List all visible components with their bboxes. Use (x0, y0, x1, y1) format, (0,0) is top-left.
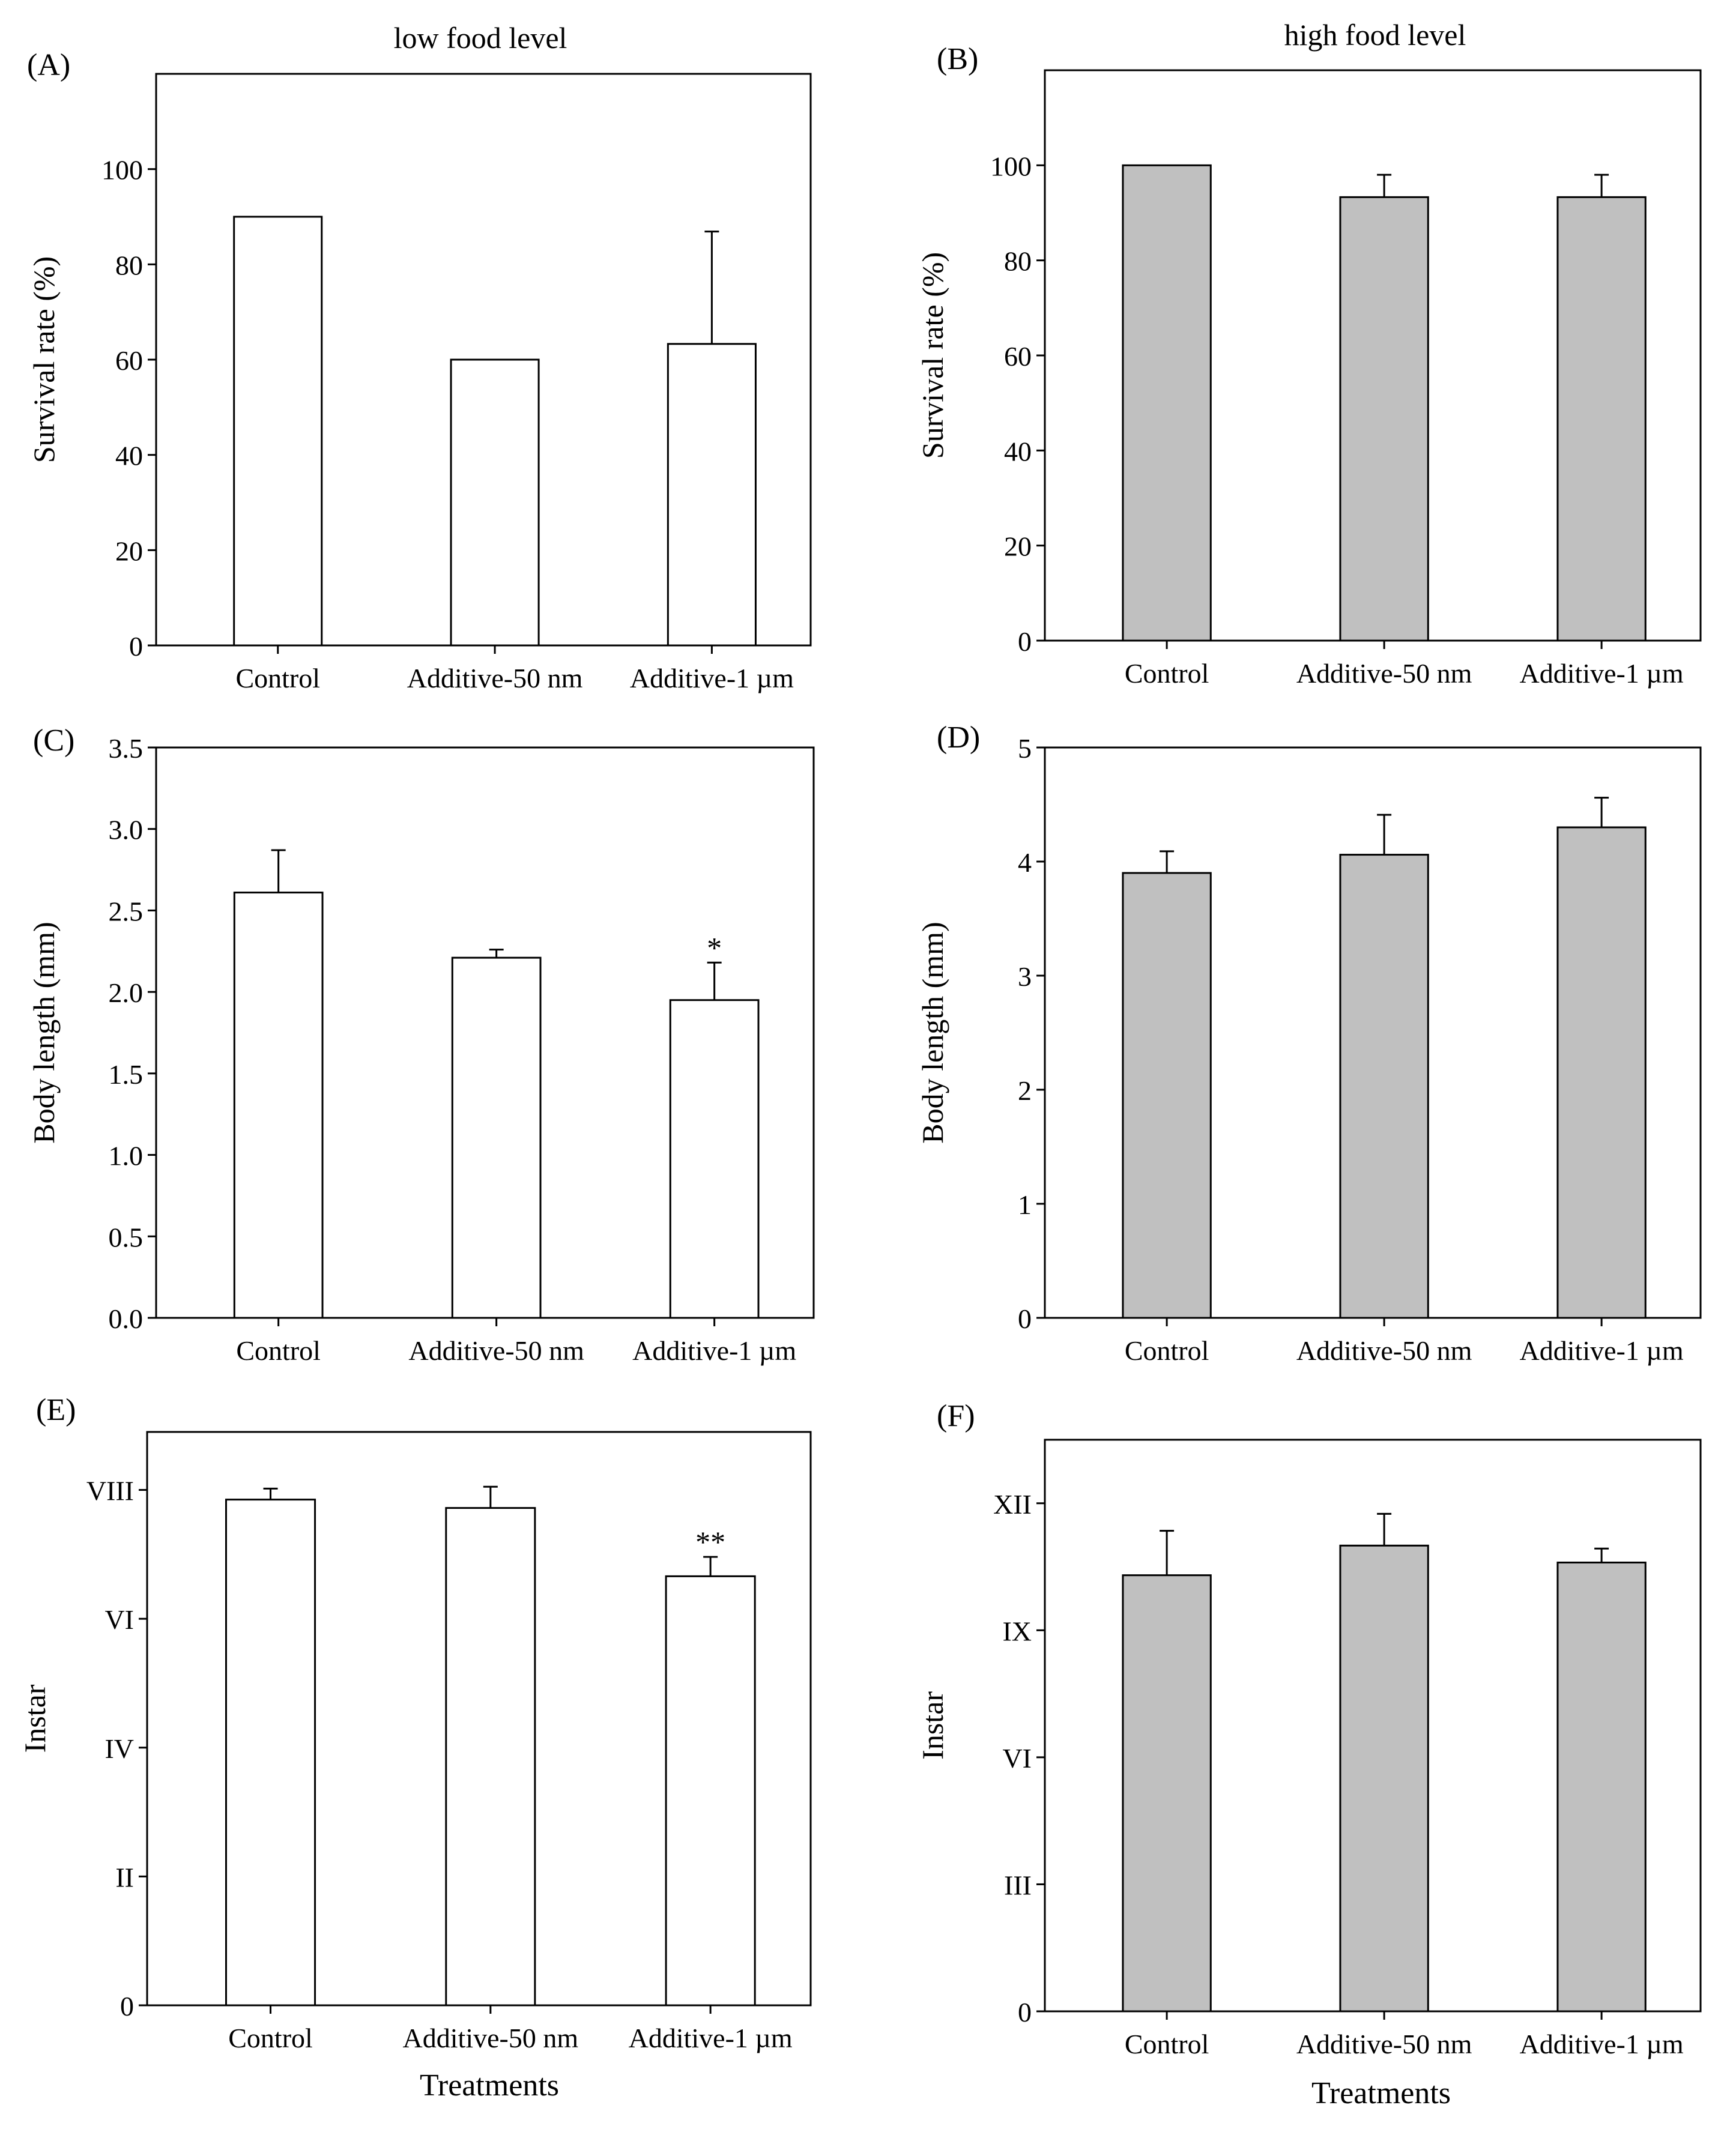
bar (1122, 872, 1212, 1319)
y-tick-label: 4 (1018, 847, 1032, 878)
x-tick-label: Additive-50 nm (403, 2023, 579, 2053)
bar (1339, 854, 1429, 1319)
y-tick-label: 2 (1018, 1075, 1032, 1106)
y-axis-label: Body length (mm) (27, 922, 61, 1143)
x-axis-title-right: Treatments (1311, 2076, 1451, 2110)
panel-label: (C) (33, 723, 74, 758)
bar (1122, 1574, 1212, 2013)
significance-mark: ** (695, 1525, 725, 1559)
x-tick-label: Additive-50 nm (408, 1335, 584, 1366)
y-tick-label: 60 (115, 345, 143, 376)
bar (667, 343, 757, 647)
y-tick-label: 0 (129, 631, 143, 662)
bar (1556, 826, 1647, 1319)
bar (233, 216, 323, 647)
x-tick-label: Additive-1 µm (1520, 1335, 1684, 1366)
y-tick-label: IX (1002, 1616, 1032, 1646)
x-tick-label: Additive-50 nm (1296, 1335, 1472, 1366)
y-axis-label: Instar (916, 1691, 949, 1760)
y-tick-label: 60 (1004, 341, 1032, 372)
x-tick-label: Control (228, 2023, 313, 2053)
bar (665, 1575, 756, 2007)
x-tick-label: Control (1125, 1335, 1209, 1366)
x-tick-label: Control (1125, 2029, 1209, 2059)
chart-panel: (F) 0 III VI IX XII Instar Control Additive-50 n… (916, 1399, 1702, 2059)
bar (451, 956, 542, 1319)
bar (445, 1507, 536, 2007)
bar (1339, 1544, 1429, 2013)
x-tick-label: Control (236, 1335, 321, 1366)
y-tick-label: II (115, 1862, 134, 1892)
y-tick-label: 2.0 (109, 977, 144, 1008)
chart-panel: (B) 0 20 40 60 80 100 Survival rate (%) Control A… (916, 42, 1702, 689)
y-tick-label: 2.5 (109, 896, 144, 926)
y-axis-label: Instar (18, 1684, 52, 1753)
y-tick-label: 20 (115, 536, 143, 566)
panel-label: (F) (937, 1399, 975, 1433)
x-tick-label: Additive-1 µm (630, 663, 794, 693)
bar (225, 1499, 316, 2007)
y-tick-label: 1.0 (109, 1141, 144, 1171)
y-tick-label: 100 (990, 151, 1032, 181)
x-tick-label: Additive-50 nm (1296, 2029, 1472, 2059)
bar (1339, 196, 1429, 642)
chart-panel: (D) 0 1 2 3 4 5 Body length (mm) Control Additive… (916, 720, 1702, 1366)
y-tick-label: 3.5 (109, 733, 144, 764)
chart-panel: (A) 0 20 40 60 80 100 Survival rate (%) Control A… (27, 48, 812, 693)
y-tick-label: 20 (1004, 531, 1032, 562)
chart-panel: (C) 0.0 0.5 1.0 1.5 2.0 2.5 3.0 3.5 Body length (… (27, 723, 815, 1366)
x-tick-label: Additive-1 µm (1520, 658, 1684, 689)
x-tick-label: Additive-50 nm (407, 663, 583, 693)
bar (669, 999, 760, 1319)
y-tick-label: 1.5 (109, 1059, 144, 1090)
y-axis-label: Survival rate (%) (916, 252, 949, 459)
bar (450, 358, 540, 647)
bar (1122, 164, 1212, 642)
bar (1556, 1562, 1647, 2013)
y-tick-label: 40 (115, 441, 143, 471)
chart-panel: (E) 0 II IV VI VIII Instar Control Additive-50 n… (18, 1393, 812, 2053)
y-tick-label: 0 (1018, 1303, 1032, 1334)
y-tick-label: III (1004, 1870, 1032, 1900)
x-tick-label: Additive-50 nm (1296, 658, 1472, 689)
x-tick-label: Additive-1 µm (632, 1335, 796, 1366)
y-tick-label: 0 (1018, 1997, 1032, 2028)
y-tick-label: 100 (101, 155, 143, 186)
y-tick-label: 5 (1018, 733, 1032, 764)
significance-mark: * (707, 931, 722, 964)
y-tick-label: VI (104, 1604, 134, 1635)
y-tick-label: 80 (1004, 246, 1032, 277)
y-tick-label: IV (104, 1733, 134, 1764)
y-tick-label: 0.5 (109, 1222, 144, 1252)
y-tick-label: XII (993, 1489, 1032, 1520)
bar (233, 892, 324, 1319)
y-tick-label: 0.0 (109, 1303, 144, 1334)
y-tick-label: 0 (120, 1991, 134, 2022)
bar (1556, 196, 1647, 642)
column-title-low-food: low food level (394, 21, 567, 55)
panel-label: (D) (937, 720, 980, 755)
y-tick-label: 3 (1018, 961, 1032, 992)
y-tick-label: VIII (86, 1476, 134, 1506)
panel-label: (E) (36, 1393, 76, 1427)
x-axis-title-left: Treatments (420, 2068, 559, 2103)
y-axis-label: Survival rate (%) (27, 256, 61, 463)
y-tick-label: 40 (1004, 436, 1032, 467)
y-tick-label: 0 (1018, 626, 1032, 657)
panel-label: (A) (27, 48, 70, 82)
x-tick-label: Additive-1 µm (629, 2023, 793, 2053)
y-axis-label: Body length (mm) (916, 922, 949, 1143)
panel-label: (B) (937, 42, 978, 76)
y-tick-label: VI (1002, 1743, 1032, 1774)
x-tick-label: Control (235, 663, 320, 693)
y-tick-label: 1 (1018, 1189, 1032, 1220)
y-tick-label: 80 (115, 250, 143, 280)
x-tick-label: Control (1125, 658, 1209, 689)
x-tick-label: Additive-1 µm (1520, 2029, 1684, 2059)
y-tick-label: 3.0 (109, 815, 144, 845)
column-title-high-food: high food level (1284, 18, 1466, 52)
